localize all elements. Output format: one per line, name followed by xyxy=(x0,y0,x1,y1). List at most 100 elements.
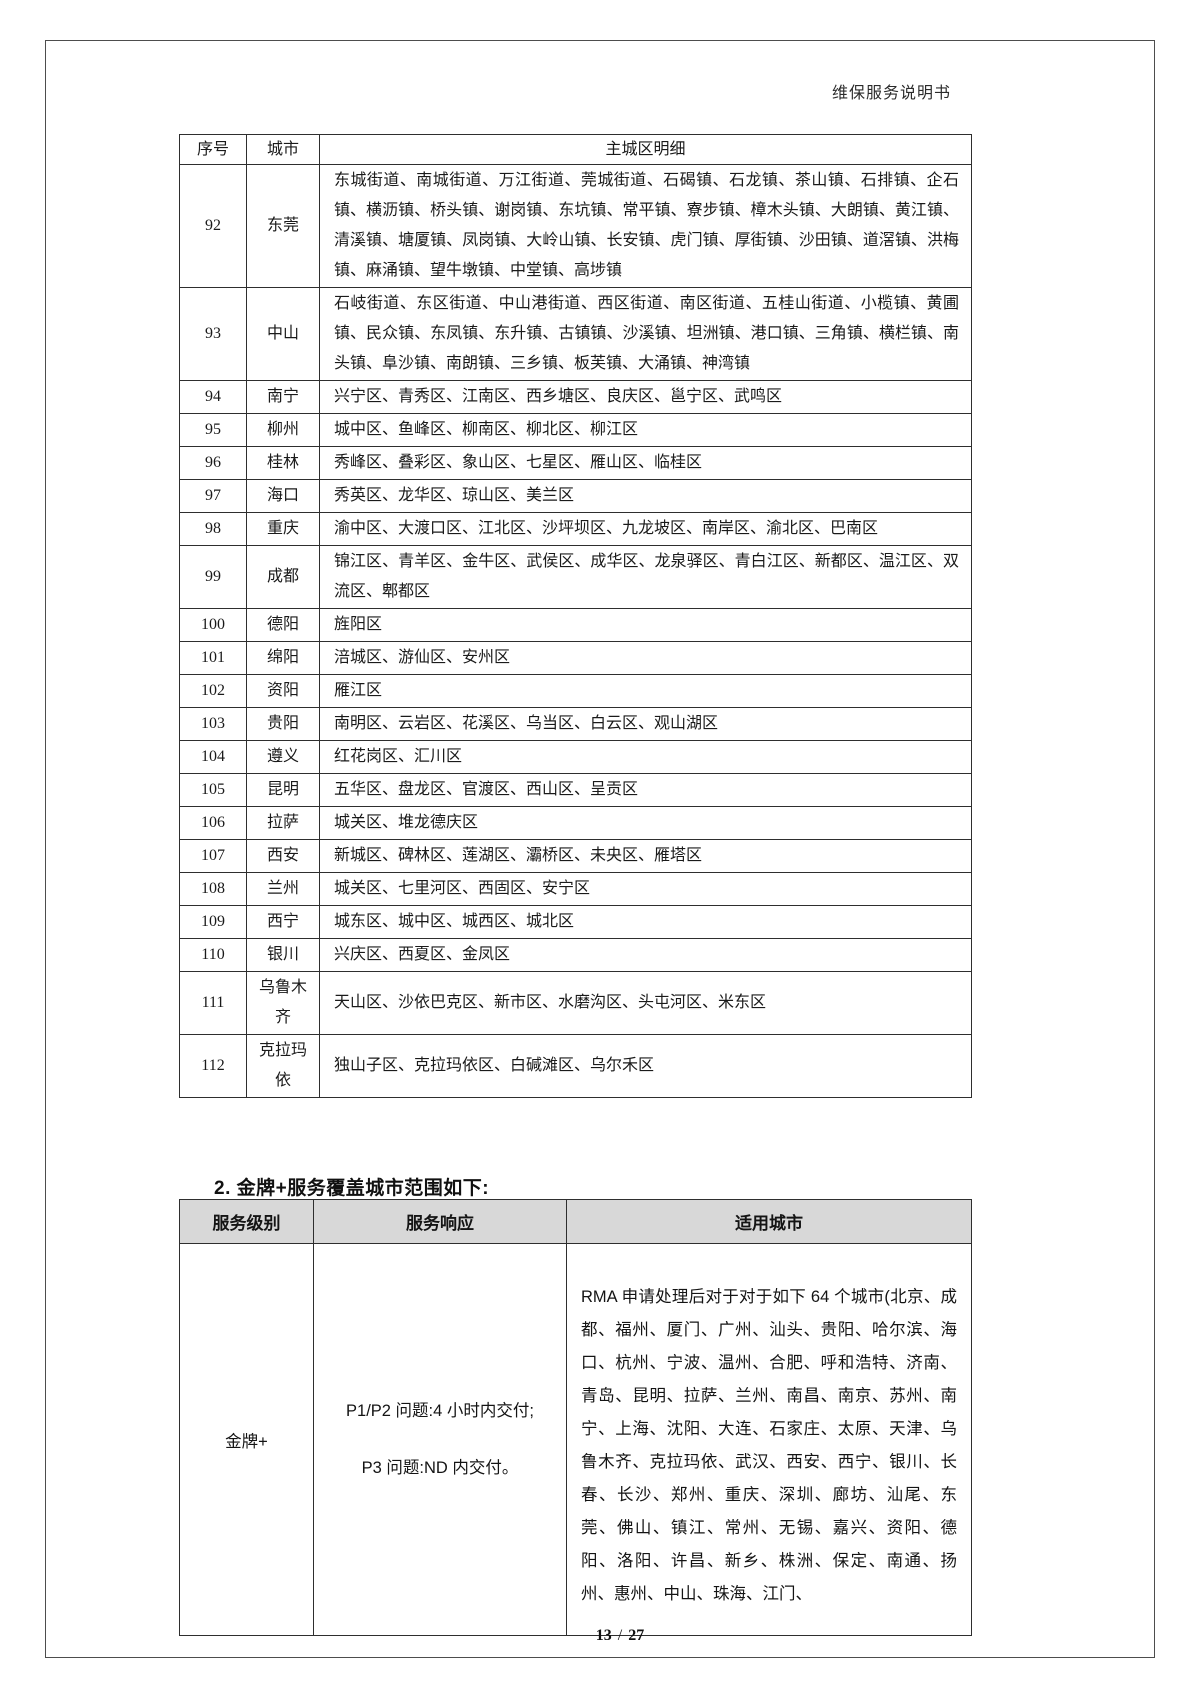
city-cell: 西宁 xyxy=(246,905,320,939)
city-cell: 兰州 xyxy=(246,872,320,906)
districts-cell: 南明区、云岩区、花溪区、乌当区、白云区、观山湖区 xyxy=(319,707,972,741)
row-number-cell: 107 xyxy=(179,839,247,873)
row-number-cell: 112 xyxy=(179,1034,247,1098)
city-cell: 德阳 xyxy=(246,608,320,642)
row-number-cell: 99 xyxy=(179,545,247,609)
row-number-cell: 95 xyxy=(179,413,247,447)
table-row: 111 乌鲁木齐 天山区、沙依巴克区、新市区、水磨沟区、头屯河区、米东区 xyxy=(179,971,972,1035)
city-cell: 乌鲁木齐 xyxy=(246,971,320,1035)
col-header-applicable-cities: 适用城市 xyxy=(566,1199,972,1244)
city-cell: 成都 xyxy=(246,545,320,609)
col-header-service-level: 服务级别 xyxy=(179,1199,314,1244)
districts-cell: 东城街道、南城街道、万江街道、莞城街道、石碣镇、石龙镇、茶山镇、石排镇、企石镇、… xyxy=(319,164,972,288)
table-row: 96 桂林 秀峰区、叠彩区、象山区、七星区、雁山区、临桂区 xyxy=(179,446,972,480)
table-row: 112 克拉玛依 独山子区、克拉玛依区、白碱滩区、乌尔禾区 xyxy=(179,1034,972,1098)
table-row: 107 西安 新城区、碑林区、莲湖区、灞桥区、未央区、雁塔区 xyxy=(179,839,972,873)
table-row: 99 成都 锦江区、青羊区、金牛区、武侯区、成华区、龙泉驿区、青白江区、新都区、温江… xyxy=(179,545,972,609)
districts-cell: 石岐街道、东区街道、中山港街道、西区街道、南区街道、五桂山街道、小榄镇、黄圃镇、… xyxy=(319,287,972,381)
city-cell: 桂林 xyxy=(246,446,320,480)
page-total: 27 xyxy=(628,1627,645,1644)
districts-cell: 城关区、七里河区、西固区、安宁区 xyxy=(319,872,972,906)
page-number: 13 xyxy=(595,1627,612,1644)
city-cell: 柳州 xyxy=(246,413,320,447)
city-cell: 东莞 xyxy=(246,164,320,288)
table-row: 92 东莞 东城街道、南城街道、万江街道、莞城街道、石碣镇、石龙镇、茶山镇、石排镇、… xyxy=(179,164,972,288)
districts-cell: 城东区、城中区、城西区、城北区 xyxy=(319,905,972,939)
city-cell: 重庆 xyxy=(246,512,320,546)
districts-cell: 兴宁区、青秀区、江南区、西乡塘区、良庆区、邕宁区、武鸣区 xyxy=(319,380,972,414)
table-row: 93 中山 石岐街道、东区街道、中山港街道、西区街道、南区街道、五桂山街道、小榄镇、… xyxy=(179,287,972,381)
districts-cell: 天山区、沙依巴克区、新市区、水磨沟区、头屯河区、米东区 xyxy=(319,971,972,1035)
districts-cell: 红花岗区、汇川区 xyxy=(319,740,972,774)
districts-cell: 五华区、盘龙区、官渡区、西山区、呈贡区 xyxy=(319,773,972,807)
col-header-detail: 主城区明细 xyxy=(319,134,972,165)
table-row: 95 柳州 城中区、鱼峰区、柳南区、柳北区、柳江区 xyxy=(179,413,972,447)
city-cell: 中山 xyxy=(246,287,320,381)
districts-cell: 雁江区 xyxy=(319,674,972,708)
districts-cell: 旌阳区 xyxy=(319,608,972,642)
table-header-row: 序号 城市 主城区明细 xyxy=(179,134,972,165)
table-row: 109 西宁 城东区、城中区、城西区、城北区 xyxy=(179,905,972,939)
row-number-cell: 106 xyxy=(179,806,247,840)
districts-cell: 秀英区、龙华区、琼山区、美兰区 xyxy=(319,479,972,513)
row-number-cell: 101 xyxy=(179,641,247,675)
section-heading: 2. 金牌+服务覆盖城市范围如下: xyxy=(214,1178,490,1199)
page-separator: / xyxy=(617,1627,623,1644)
row-number-cell: 93 xyxy=(179,287,247,381)
city-cell: 南宁 xyxy=(246,380,320,414)
table-header-row: 服务级别 服务响应 适用城市 xyxy=(179,1199,972,1244)
row-number-cell: 96 xyxy=(179,446,247,480)
row-number-cell: 97 xyxy=(179,479,247,513)
city-coverage-table: 序号 城市 主城区明细 92 东莞 东城街道、南城街道、万江街道、莞城街道、石碣镇、… xyxy=(179,134,972,1098)
row-number-cell: 104 xyxy=(179,740,247,774)
service-level-cell: 金牌+ xyxy=(179,1243,314,1636)
row-number-cell: 102 xyxy=(179,674,247,708)
col-header-city: 城市 xyxy=(246,134,320,165)
city-cell: 资阳 xyxy=(246,674,320,708)
document-page: 维保服务说明书 序号 城市 主城区明细 92 东莞 东城街道、南城街道、万江街道、莞… xyxy=(45,40,1155,1658)
response-p3-text: P3 问题:ND 内交付。 xyxy=(361,1458,519,1477)
row-number-cell: 105 xyxy=(179,773,247,807)
row-number-cell: 111 xyxy=(179,971,247,1035)
districts-cell: 城中区、鱼峰区、柳南区、柳北区、柳江区 xyxy=(319,413,972,447)
districts-cell: 渝中区、大渡口区、江北区、沙坪坝区、九龙坡区、南岸区、渝北区、巴南区 xyxy=(319,512,972,546)
table-row: 106 拉萨 城关区、堆龙德庆区 xyxy=(179,806,972,840)
city-cell: 西安 xyxy=(246,839,320,873)
districts-cell: 秀峰区、叠彩区、象山区、七星区、雁山区、临桂区 xyxy=(319,446,972,480)
col-header-no: 序号 xyxy=(179,134,247,165)
city-cell: 拉萨 xyxy=(246,806,320,840)
col-header-service-response: 服务响应 xyxy=(313,1199,567,1244)
table-row: 97 海口 秀英区、龙华区、琼山区、美兰区 xyxy=(179,479,972,513)
table-row: 105 昆明 五华区、盘龙区、官渡区、西山区、呈贡区 xyxy=(179,773,972,807)
table-row: 100 德阳 旌阳区 xyxy=(179,608,972,642)
table-row: 金牌+ P1/P2 问题:4 小时内交付; P3 问题:ND 内交付。 RMA … xyxy=(179,1243,972,1636)
districts-cell: 城关区、堆龙德庆区 xyxy=(319,806,972,840)
city-cell: 海口 xyxy=(246,479,320,513)
districts-cell: 独山子区、克拉玛依区、白碱滩区、乌尔禾区 xyxy=(319,1034,972,1098)
gold-plus-service-table: 服务级别 服务响应 适用城市 金牌+ P1/P2 问题:4 小时内交付; P3 … xyxy=(179,1199,972,1636)
districts-cell: 锦江区、青羊区、金牛区、武侯区、成华区、龙泉驿区、青白江区、新都区、温江区、双流… xyxy=(319,545,972,609)
districts-cell: 新城区、碑林区、莲湖区、灞桥区、未央区、雁塔区 xyxy=(319,839,972,873)
city-cell: 克拉玛依 xyxy=(246,1034,320,1098)
table-row: 102 资阳 雁江区 xyxy=(179,674,972,708)
row-number-cell: 110 xyxy=(179,938,247,972)
city-cell: 昆明 xyxy=(246,773,320,807)
applicable-cities-cell: RMA 申请处理后对于对于如下 64 个城市(北京、成都、福州、厦门、广州、汕头… xyxy=(566,1243,972,1636)
table-row: 103 贵阳 南明区、云岩区、花溪区、乌当区、白云区、观山湖区 xyxy=(179,707,972,741)
city-cell: 贵阳 xyxy=(246,707,320,741)
doc-title: 维保服务说明书 xyxy=(831,85,951,102)
city-cell: 绵阳 xyxy=(246,641,320,675)
row-number-cell: 92 xyxy=(179,164,247,288)
row-number-cell: 108 xyxy=(179,872,247,906)
row-number-cell: 100 xyxy=(179,608,247,642)
row-number-cell: 94 xyxy=(179,380,247,414)
table-row: 101 绵阳 涪城区、游仙区、安州区 xyxy=(179,641,972,675)
table-row: 94 南宁 兴宁区、青秀区、江南区、西乡塘区、良庆区、邕宁区、武鸣区 xyxy=(179,380,972,414)
service-response-cell: P1/P2 问题:4 小时内交付; P3 问题:ND 内交付。 xyxy=(313,1243,567,1636)
table-row: 98 重庆 渝中区、大渡口区、江北区、沙坪坝区、九龙坡区、南岸区、渝北区、巴南区 xyxy=(179,512,972,546)
districts-cell: 兴庆区、西夏区、金凤区 xyxy=(319,938,972,972)
row-number-cell: 98 xyxy=(179,512,247,546)
table-row: 108 兰州 城关区、七里河区、西固区、安宁区 xyxy=(179,872,972,906)
city-cell: 银川 xyxy=(246,938,320,972)
table-row: 110 银川 兴庆区、西夏区、金凤区 xyxy=(179,938,972,972)
